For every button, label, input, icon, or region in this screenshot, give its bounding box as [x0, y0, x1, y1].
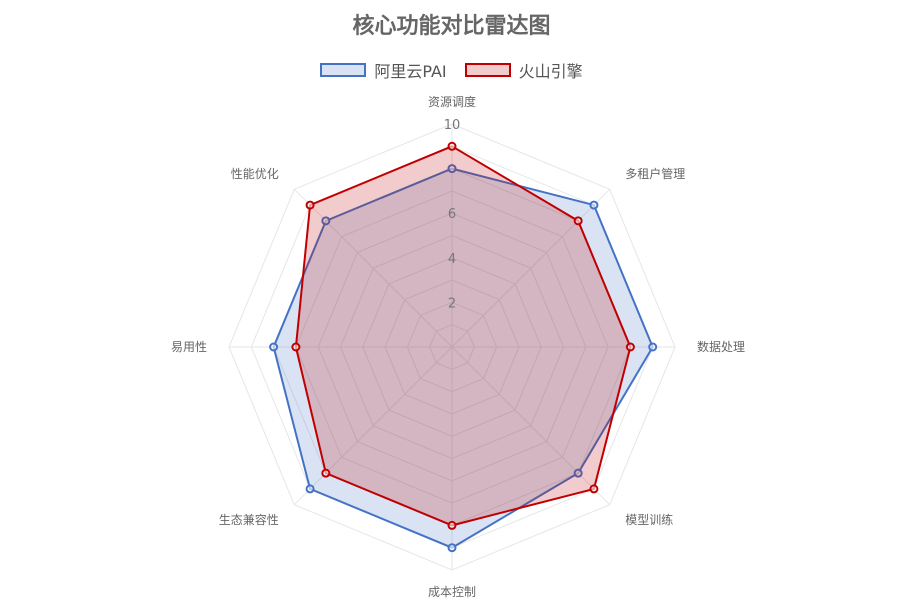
- data-point: [648, 342, 658, 352]
- axis-label: 模型训练: [625, 512, 673, 527]
- axis-label: 性能优化: [231, 167, 279, 181]
- grid-spoke: [293, 188, 453, 348]
- legend-item-pai[interactable]: 阿里云PAI: [320, 58, 447, 82]
- tick-label: 2: [448, 296, 456, 311]
- data-point: [447, 141, 457, 151]
- grid-spoke: [293, 346, 453, 506]
- data-point: [447, 520, 457, 530]
- axis-label: 成本控制: [428, 585, 476, 599]
- data-point: [305, 484, 315, 494]
- legend-label-volcano: 火山引擎: [518, 62, 583, 81]
- axis-label: 多租户管理: [625, 166, 685, 181]
- data-point: [573, 216, 583, 226]
- axis-label: 资源调度: [428, 94, 476, 109]
- tick-label: 10: [444, 118, 461, 133]
- data-point: [589, 200, 599, 210]
- tick-label: 6: [448, 207, 456, 222]
- legend-swatch-volcano: [464, 63, 511, 77]
- data-point: [269, 342, 279, 352]
- data-point: [291, 342, 301, 352]
- data-point: [321, 468, 331, 478]
- axis-label: 易用性: [171, 340, 207, 354]
- legend: 阿里云PAI 火山引擎: [0, 58, 903, 82]
- legend-label-pai: 阿里云PAI: [374, 62, 447, 81]
- data-point: [447, 164, 457, 174]
- data-point: [573, 468, 583, 478]
- axis-label: 生态兼容性: [219, 512, 279, 527]
- legend-item-volcano[interactable]: 火山引擎: [464, 58, 583, 82]
- data-point: [589, 484, 599, 494]
- chart-title: 核心功能对比雷达图: [352, 14, 551, 39]
- data-point: [305, 200, 315, 210]
- grid-spoke: [451, 188, 611, 348]
- data-point: [625, 342, 635, 352]
- axis-label: 数据处理: [697, 339, 745, 354]
- tick-label: 4: [448, 252, 456, 267]
- grid-spoke: [451, 346, 611, 506]
- data-point: [447, 543, 457, 553]
- legend-swatch-pai: [320, 63, 367, 77]
- data-point: [321, 216, 331, 226]
